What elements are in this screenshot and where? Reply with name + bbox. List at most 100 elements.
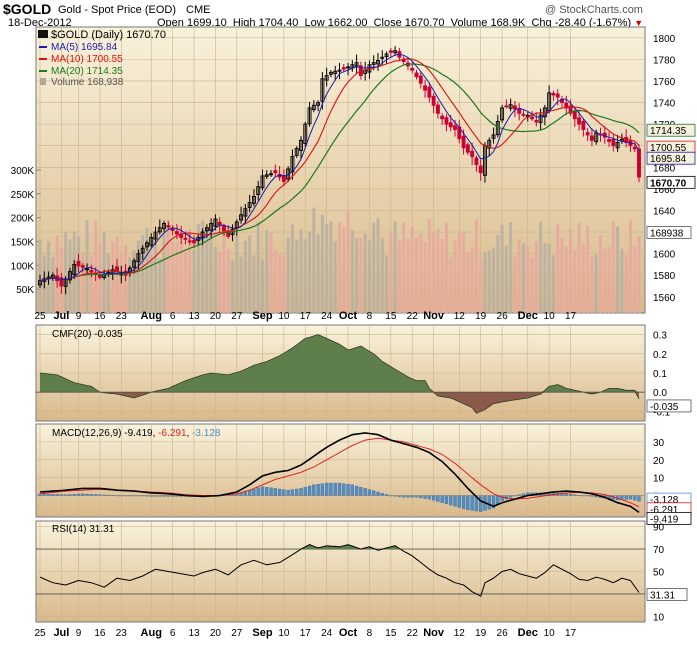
macd-hist-bar <box>633 495 637 501</box>
volume-bar <box>308 231 312 313</box>
cmf-positive-area <box>40 334 639 393</box>
macd-hist-bar <box>376 491 380 496</box>
volume-bar <box>457 232 461 313</box>
legend-main: $GOLD (Daily) 1670.70 <box>51 29 166 41</box>
candle-body <box>192 239 196 244</box>
rsi-tick-label: 90 <box>653 523 665 534</box>
candle-body <box>157 227 162 233</box>
candle-body <box>500 107 505 121</box>
x-tick-label: 12 <box>454 628 466 639</box>
candle-body <box>85 268 90 271</box>
volume-bar <box>282 257 286 313</box>
volume-bar <box>188 228 192 313</box>
volume-bar <box>248 235 252 313</box>
price-tick-label: 1660 <box>653 185 676 196</box>
macd-hist-bar <box>427 495 431 500</box>
volume-tick-label: 300K <box>11 166 35 177</box>
volume-bar <box>543 243 547 313</box>
volume-bar <box>119 253 123 313</box>
candle-body <box>551 92 556 96</box>
volume-bar <box>513 256 517 313</box>
x-tick-label: Oct <box>339 627 358 639</box>
volume-bar <box>616 226 620 313</box>
x-tick-label: 25 <box>34 311 46 322</box>
volume-bar <box>192 248 196 313</box>
x-tick-label: 17 <box>300 628 312 639</box>
macd-hist-bar <box>453 495 457 507</box>
down-arrow-icon: ▼ <box>634 18 644 28</box>
macd-hist-bar <box>436 495 440 502</box>
volume-bar <box>577 222 581 313</box>
cmf-tick-label: 0.0 <box>653 388 667 399</box>
macd-last-label: -9.419 <box>650 514 679 525</box>
macd-hist-bar <box>372 490 376 496</box>
candle-body <box>517 108 522 114</box>
volume-bar <box>534 240 538 313</box>
volume-bar <box>273 250 277 313</box>
quote-date: 18-Dec-2012 <box>8 17 72 29</box>
candle-body <box>440 115 445 120</box>
x-tick-label: Aug <box>141 310 162 322</box>
volume-bar <box>496 234 500 313</box>
macd-tick-label: 20 <box>653 456 665 467</box>
macd-hist-bar <box>457 495 461 508</box>
price-tick-label: 1760 <box>653 77 676 88</box>
macd-hist-bar <box>256 487 260 496</box>
macd-hist-bar <box>325 482 329 496</box>
volume-bar <box>530 257 534 313</box>
instrument-name: Gold - Spot Price (EOD) <box>58 4 176 16</box>
macd-hist-bar <box>299 488 303 496</box>
x-tick-label: 6 <box>170 628 176 639</box>
x-tick-label: 8 <box>367 628 373 639</box>
volume-bar <box>149 254 153 313</box>
volume-bar <box>303 238 307 313</box>
volume-bar <box>453 240 457 313</box>
volume-bar <box>415 237 419 313</box>
legend-ma5: MA(5) 1695.84 <box>51 42 118 53</box>
macd-hist-bar <box>423 495 427 499</box>
volume-tick-label: 250K <box>11 190 35 201</box>
candle-body <box>328 71 333 75</box>
macd-hist-bar <box>316 484 320 496</box>
volume-bar <box>397 240 401 313</box>
price-tick-label: 1580 <box>653 271 676 282</box>
x-tick-label: 26 <box>497 628 509 639</box>
volume-bar <box>492 247 496 313</box>
macd-tick-label: 10 <box>653 474 665 485</box>
volume-bar <box>449 258 453 313</box>
candle-body <box>384 53 389 58</box>
volume-bar <box>637 236 641 313</box>
macd-hist-bar <box>359 487 363 496</box>
cmf-line <box>39 334 640 414</box>
volume-bar <box>295 239 299 313</box>
volume-bar <box>556 224 560 313</box>
x-tick-label: 24 <box>321 311 333 322</box>
volume-bar <box>560 237 564 313</box>
x-tick-label: Dec <box>518 627 538 639</box>
volume-bar <box>611 221 615 313</box>
volume-bar <box>423 241 427 313</box>
volume-bar <box>290 224 294 313</box>
macd-hist-bar <box>329 482 333 496</box>
macd-hist-bar <box>496 495 500 505</box>
volume-bar <box>51 257 55 313</box>
candle-body <box>572 111 577 120</box>
macd-hist-bar <box>307 485 312 496</box>
volume-last-label: 168938 <box>650 228 684 239</box>
volume-bar <box>376 218 380 313</box>
volume-bar <box>500 224 504 313</box>
candle-body <box>290 156 295 173</box>
price-tick-label: 1600 <box>653 250 676 261</box>
volume-bar <box>166 219 170 313</box>
candle-body <box>166 225 171 228</box>
x-tick-label: Sep <box>252 310 272 322</box>
volume-bar <box>106 253 110 313</box>
volume-bar <box>299 229 303 313</box>
candle-body <box>234 221 239 228</box>
candle-body <box>504 105 509 108</box>
candle-body <box>487 139 492 149</box>
ma10-line <box>39 58 640 282</box>
candle-body <box>311 104 316 110</box>
volume-bar <box>278 253 282 313</box>
volume-bar <box>115 237 119 313</box>
